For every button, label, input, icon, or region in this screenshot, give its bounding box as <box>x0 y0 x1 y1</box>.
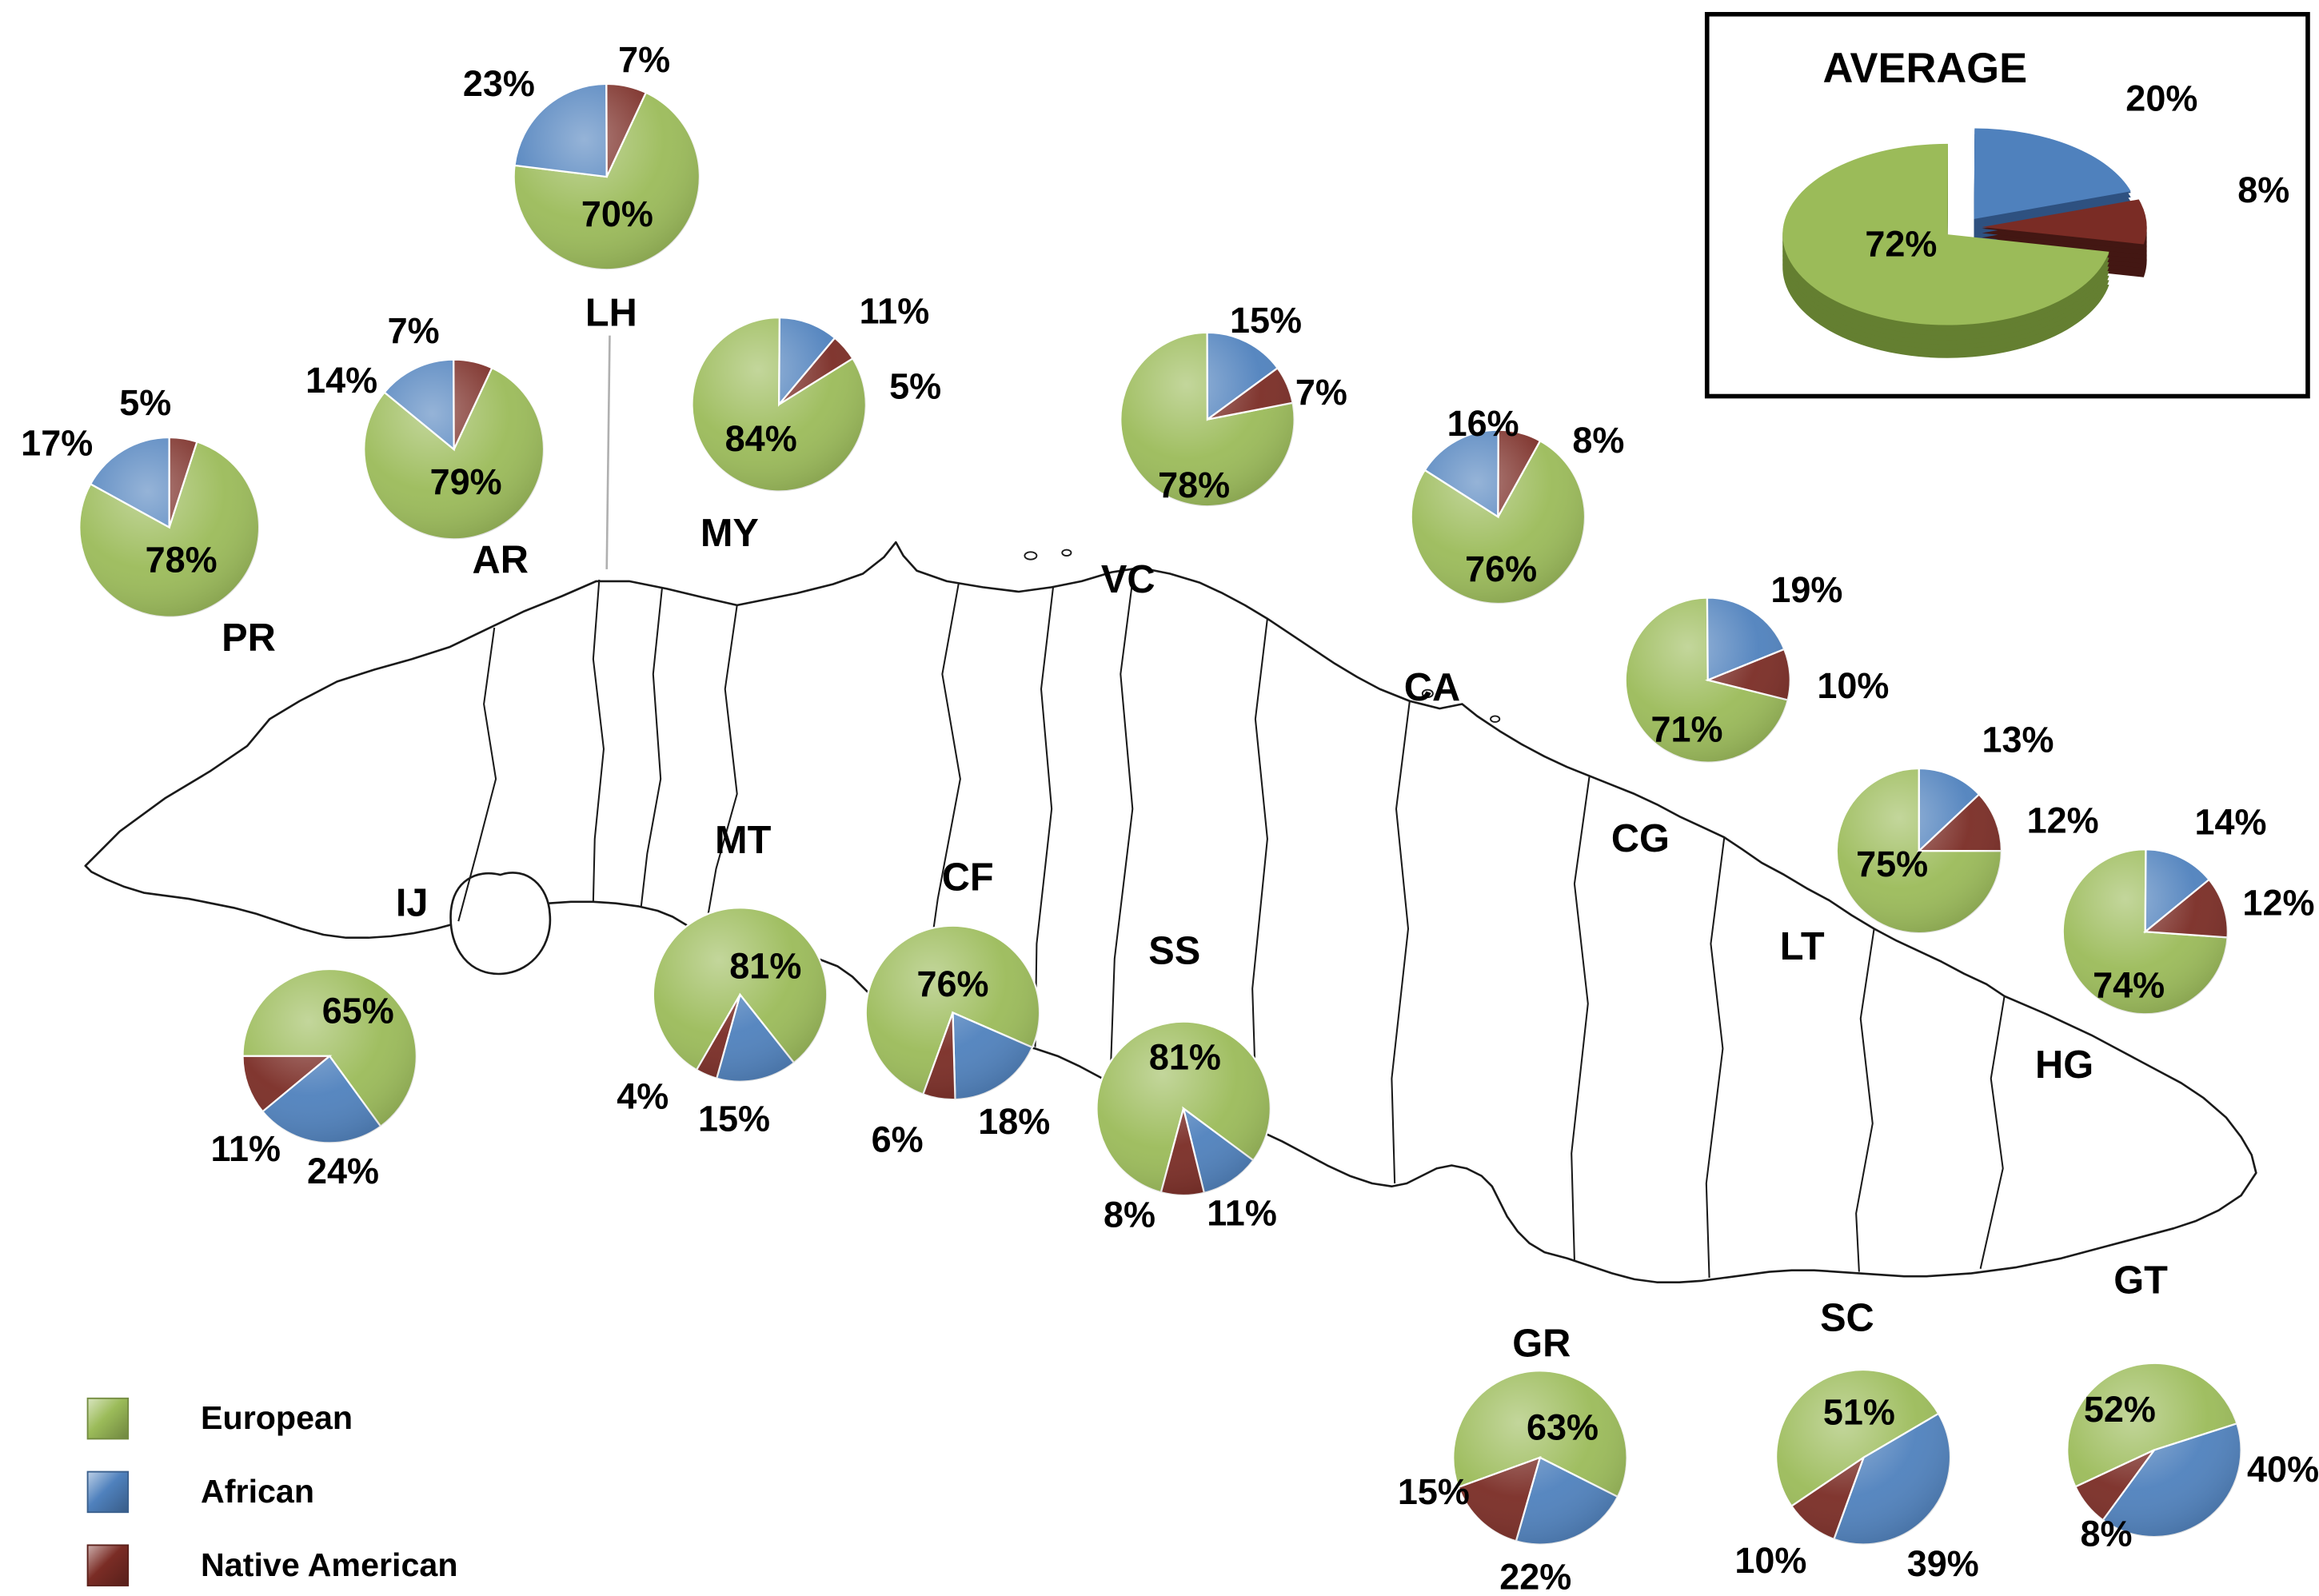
average-slice-african <box>1974 128 2131 219</box>
ss-pie-sheen <box>1096 1021 1271 1195</box>
legend-swatch-native-american-icon <box>86 1544 130 1586</box>
gr-pie-sheen <box>1453 1371 1627 1545</box>
ca-pie-sheen <box>1411 429 1586 604</box>
lh-leader-line <box>605 335 611 569</box>
legend-item-african: African <box>86 1470 458 1514</box>
legend-item-native-american: Native American <box>86 1544 458 1586</box>
coastal-cays <box>1024 549 1501 723</box>
average-box <box>1704 11 2310 399</box>
lh-pie-sheen <box>513 83 700 270</box>
legend-label-european: European <box>201 1398 353 1437</box>
legend-swatch-african-icon <box>86 1470 130 1514</box>
average-slice-european <box>1782 143 2109 325</box>
mt-pie-sheen <box>653 908 828 1082</box>
cf-pie-sheen <box>865 925 1040 1100</box>
sc-pie-sheen <box>1776 1371 1951 1545</box>
ij-pie-sheen <box>242 969 417 1143</box>
average-slice-native <box>1982 199 2147 245</box>
legend-swatch-european-icon <box>86 1397 130 1440</box>
cg-pie-sheen <box>1625 597 1790 763</box>
isla-juventud-outline <box>449 872 552 976</box>
legend-item-european: European <box>86 1397 458 1440</box>
pr-pie-sheen <box>79 437 260 617</box>
lt-pie-sheen <box>1836 768 2002 934</box>
ar-pie-sheen <box>364 359 545 540</box>
vc-pie-sheen <box>1120 332 1295 507</box>
pie-charts-layer <box>78 82 2242 1546</box>
province-borders <box>457 569 2006 1279</box>
hg-pie-sheen <box>2062 849 2228 1015</box>
gt-pie-sheen <box>2067 1363 2241 1538</box>
legend-label-african: African <box>201 1472 315 1510</box>
legend: European African Native American <box>86 1397 458 1586</box>
my-pie-sheen <box>692 317 866 492</box>
legend-label-native-american: Native American <box>201 1546 458 1584</box>
average-title: AVERAGE <box>1822 45 2028 92</box>
